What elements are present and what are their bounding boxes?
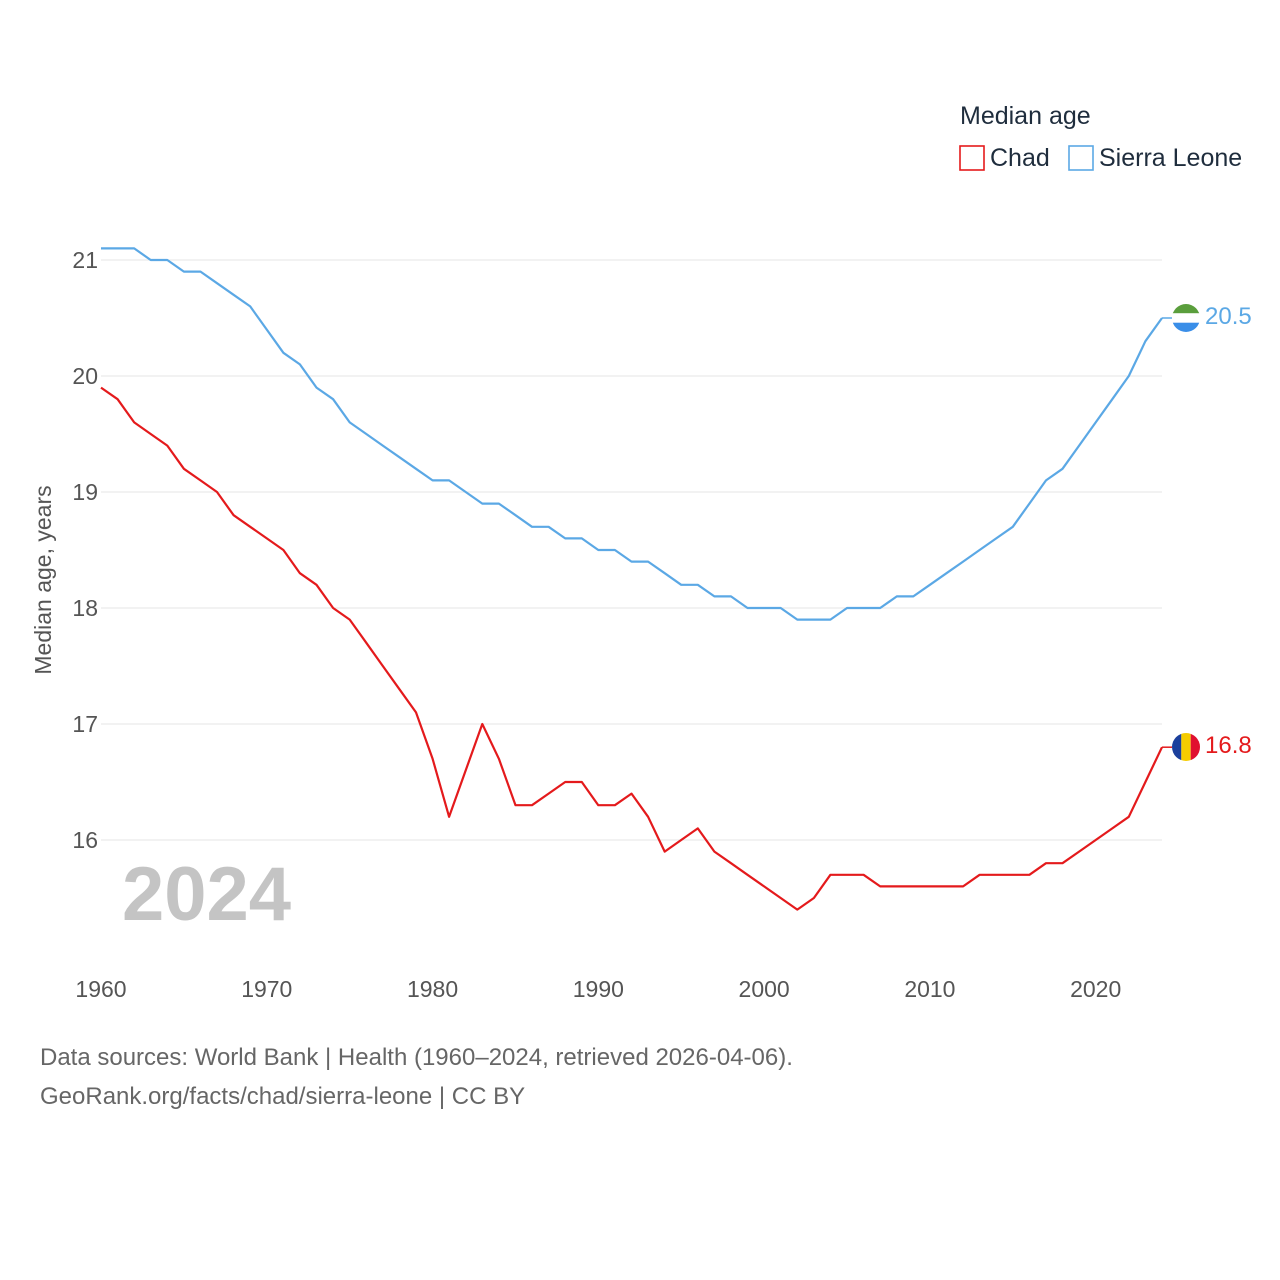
series-line-sierra-leone <box>101 247 1163 621</box>
end-label-chad: 16.8 <box>1205 732 1252 759</box>
y-axis-ticks: 16 17 18 19 20 21 <box>72 247 98 853</box>
end-label-sierra-leone: 20.5 <box>1205 303 1252 330</box>
y-tick-21: 21 <box>72 247 98 273</box>
gridlines <box>101 259 1162 841</box>
legend-label-chad[interactable]: Chad <box>990 144 1050 172</box>
x-axis-ticks: 1960 1970 1980 1990 2000 2010 2020 <box>75 976 1121 1002</box>
x-tick-1980: 1980 <box>407 976 458 1002</box>
y-tick-20: 20 <box>72 363 98 389</box>
legend-swatch-chad[interactable] <box>959 145 985 171</box>
y-tick-18: 18 <box>72 595 98 621</box>
legend-label-sierra-leone[interactable]: Sierra Leone <box>1099 144 1242 172</box>
sierra-leone-flag-icon <box>1172 304 1200 332</box>
x-tick-2020: 2020 <box>1070 976 1121 1002</box>
source-line-1: Data sources: World Bank | Health (1960–… <box>40 1044 793 1071</box>
year-watermark: 2024 <box>122 852 291 937</box>
x-tick-1990: 1990 <box>573 976 624 1002</box>
x-tick-2010: 2010 <box>904 976 955 1002</box>
x-tick-1970: 1970 <box>241 976 292 1002</box>
y-tick-19: 19 <box>72 479 98 505</box>
median-age-chart: 16 17 18 19 20 21 1960 1970 1980 1990 2000 2010 202… <box>30 102 1252 1002</box>
chad-flag-icon <box>1172 733 1200 761</box>
y-axis-label: Median age, years <box>30 485 56 674</box>
y-tick-16: 16 <box>72 827 98 853</box>
x-tick-2000: 2000 <box>739 976 790 1002</box>
series-lines <box>100 247 1172 911</box>
legend-title: Median age <box>960 102 1091 130</box>
x-tick-1960: 1960 <box>75 976 126 1002</box>
source-line-2: GeoRank.org/facts/chad/sierra-leone | CC… <box>40 1083 526 1110</box>
legend: Median age Chad Sierra Leone <box>959 102 1242 172</box>
legend-swatch-sierra-leone[interactable] <box>1068 145 1094 171</box>
series-line-chad <box>100 386 1163 911</box>
y-tick-17: 17 <box>72 711 98 737</box>
